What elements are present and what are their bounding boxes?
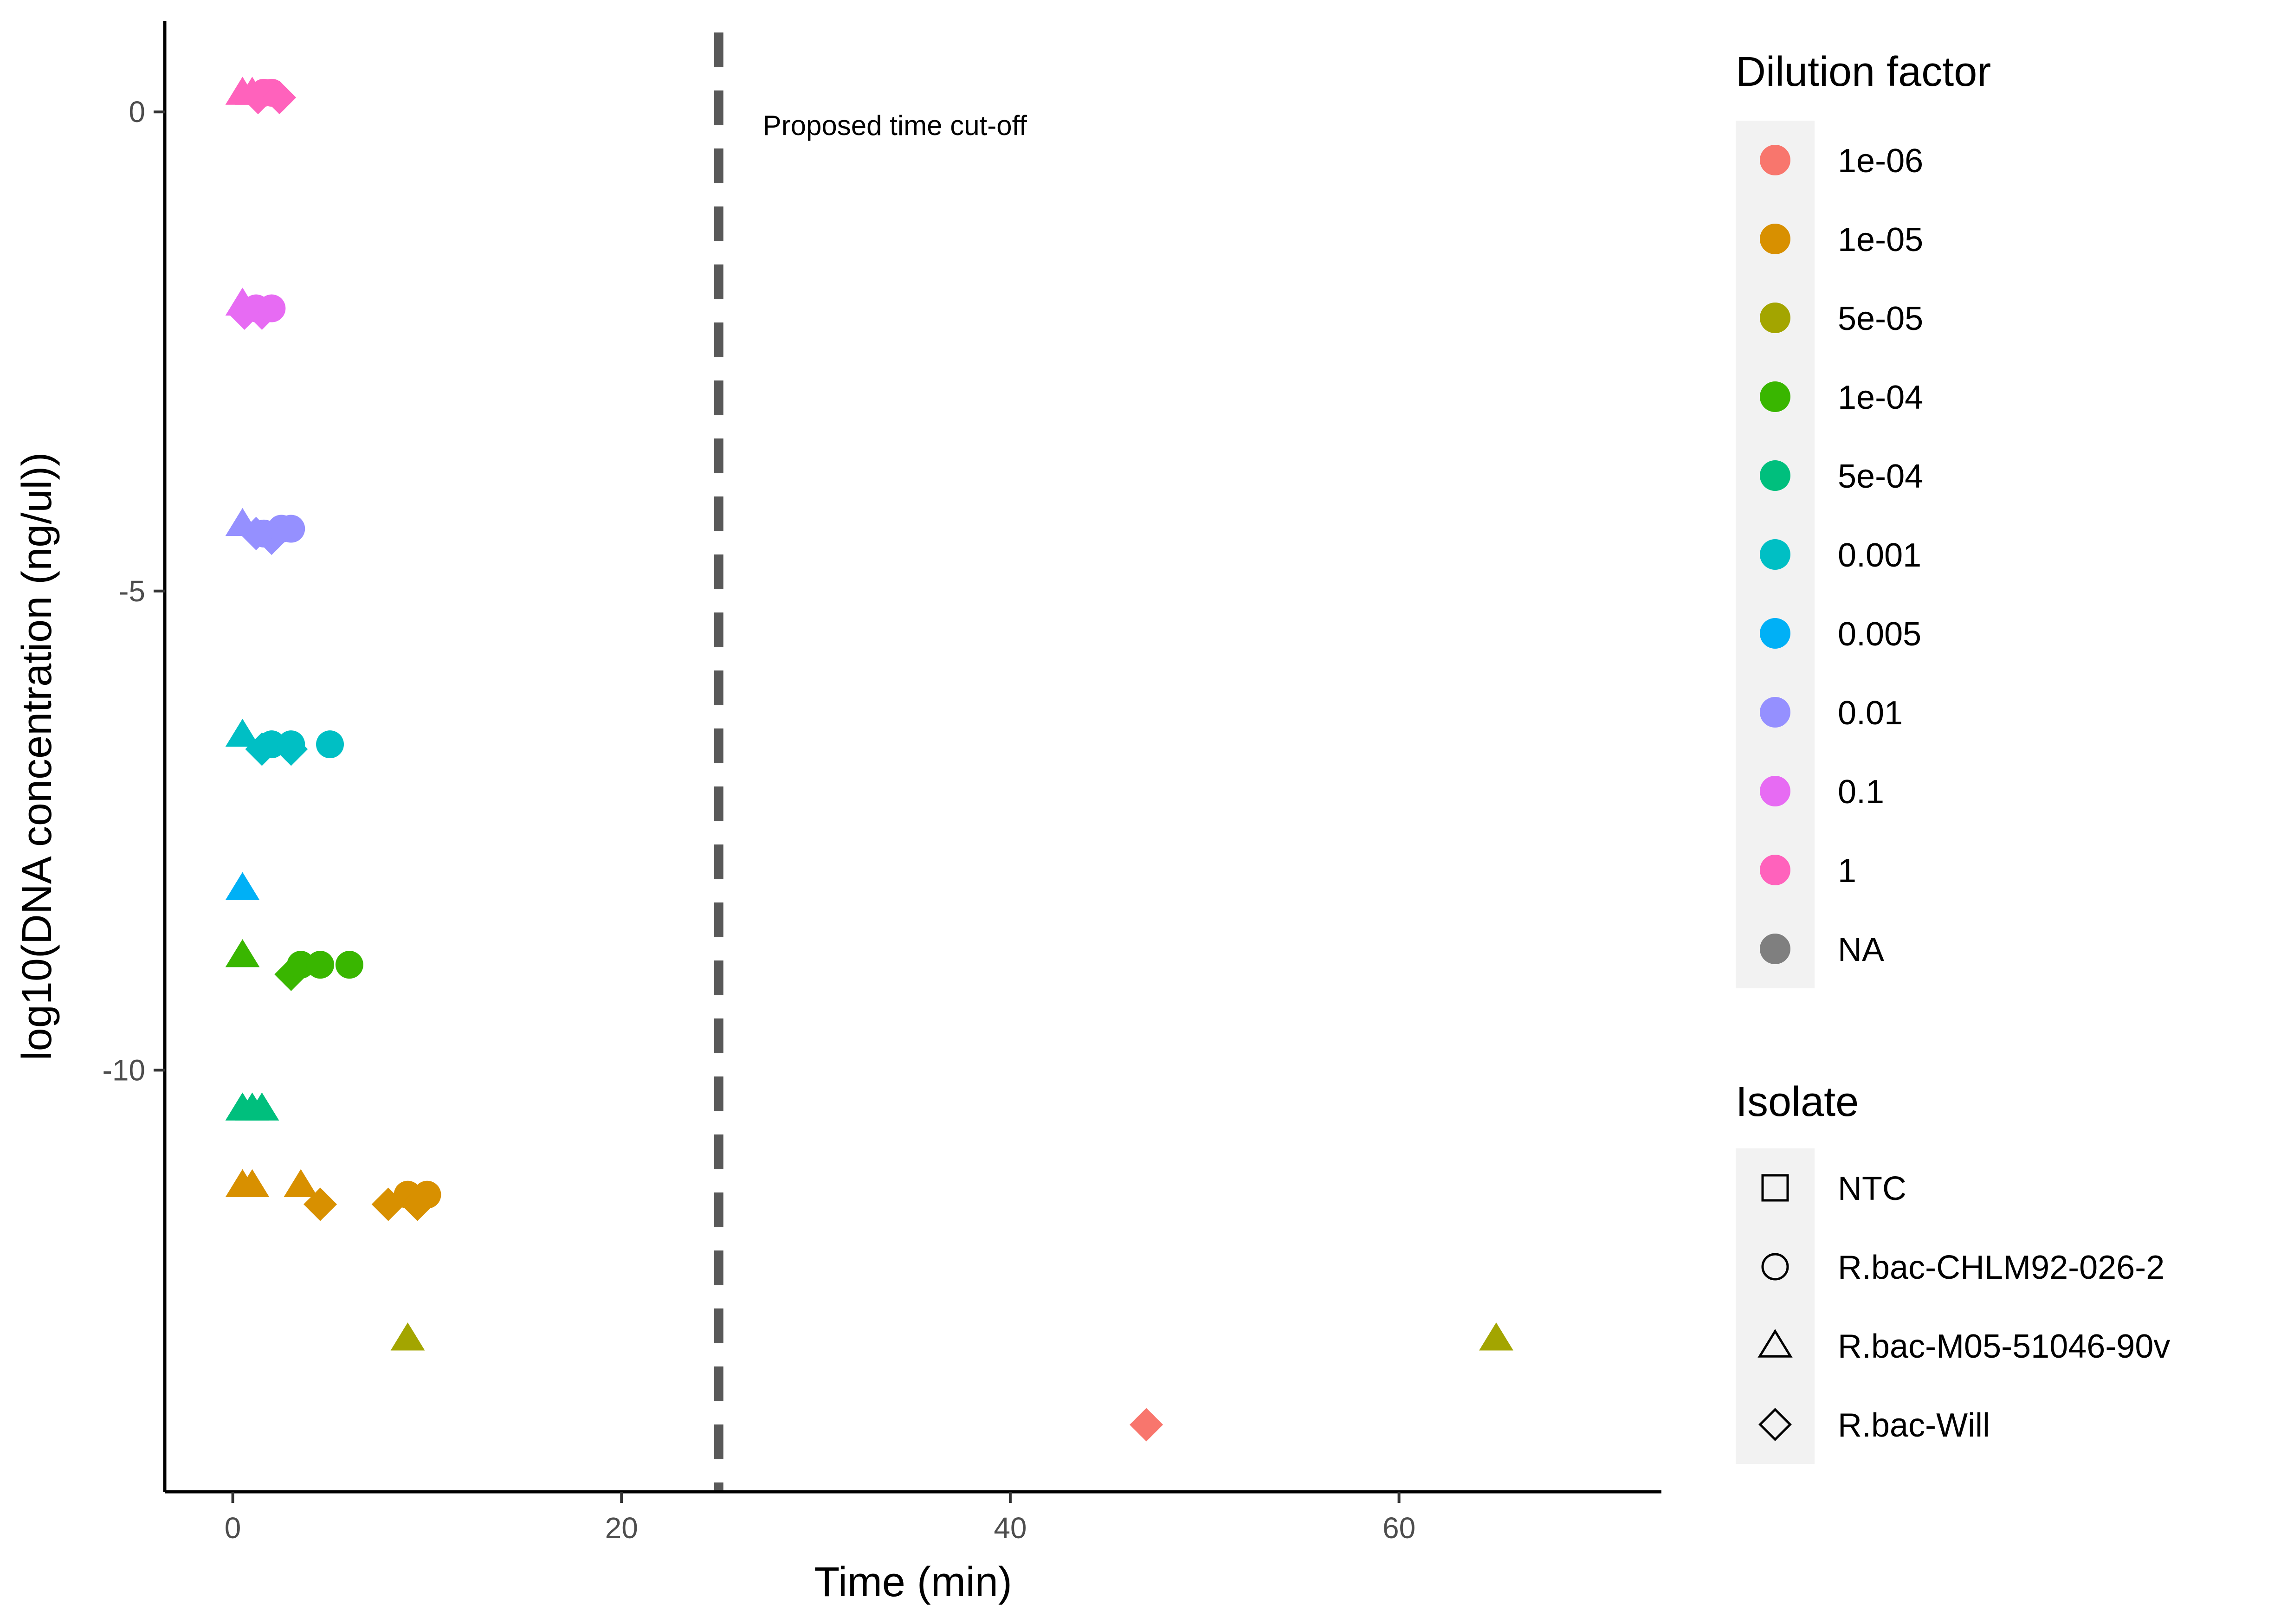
legend-color-swatch bbox=[1760, 381, 1790, 412]
legend-shape-label: NTC bbox=[1838, 1170, 1906, 1207]
legend-color-swatch bbox=[1760, 145, 1790, 175]
legend-color-label: 5e-05 bbox=[1838, 300, 1923, 337]
y-tick-label: -10 bbox=[103, 1053, 146, 1087]
legend-color-swatch bbox=[1760, 697, 1790, 728]
data-point bbox=[284, 1169, 318, 1198]
legend-color-swatch bbox=[1760, 855, 1790, 885]
points-layer bbox=[225, 77, 1513, 1442]
legend-color-label: 0.1 bbox=[1838, 773, 1884, 811]
legend-color-swatch bbox=[1760, 618, 1790, 649]
legend-color-label: 1e-04 bbox=[1838, 379, 1923, 416]
data-point bbox=[316, 730, 344, 759]
legend-shape-swatch bbox=[1757, 1329, 1793, 1358]
data-point bbox=[335, 951, 363, 979]
data-point bbox=[235, 1169, 270, 1198]
shape-legend-key-background bbox=[1736, 1148, 1815, 1464]
data-point bbox=[1479, 1322, 1513, 1351]
y-axis-title: log10(DNA concentration (ng/ul)) bbox=[14, 452, 60, 1061]
y-axis-ticks: 0 -5 -10 bbox=[103, 95, 165, 1087]
data-point bbox=[1130, 1408, 1163, 1442]
legend-color-label: NA bbox=[1838, 931, 1884, 968]
y-tick-label: -5 bbox=[119, 574, 145, 608]
legend-shape-label: R.bac-M05-51046-90v bbox=[1838, 1328, 2170, 1365]
x-tick-label: 20 bbox=[605, 1511, 638, 1545]
legend-shape-swatch bbox=[1758, 1408, 1792, 1441]
legend-color-label: 1e-05 bbox=[1838, 221, 1923, 258]
legend-shape-swatch bbox=[1761, 1174, 1789, 1202]
x-tick-label: 0 bbox=[225, 1511, 241, 1545]
legend-color-label: 1e-06 bbox=[1838, 142, 1923, 180]
data-point bbox=[225, 939, 260, 967]
data-point bbox=[258, 294, 286, 322]
x-tick-label: 40 bbox=[994, 1511, 1027, 1545]
data-point bbox=[413, 1180, 441, 1209]
legend-color-swatch bbox=[1760, 539, 1790, 570]
x-axis-ticks: 0 20 40 60 bbox=[225, 1492, 1415, 1545]
legend-color-label: 0.005 bbox=[1838, 616, 1921, 653]
cutoff-annotation: Proposed time cut-off bbox=[763, 110, 1027, 141]
legend-color-swatch bbox=[1760, 303, 1790, 333]
legend-shape-label: R.bac-CHLM92-026-2 bbox=[1838, 1249, 2164, 1286]
legend-color-label: 1 bbox=[1838, 852, 1856, 889]
legend-color-swatch bbox=[1760, 776, 1790, 806]
data-point bbox=[390, 1322, 425, 1351]
legend: Dilution factor 1e-06 1e-05 5e-05 1e-04 5e-0… bbox=[1736, 49, 2170, 1464]
data-point bbox=[304, 1187, 337, 1221]
legend-color-swatch bbox=[1760, 460, 1790, 491]
data-point bbox=[225, 719, 260, 747]
shape-legend-entries: NTC R.bac-CHLM92-026-2 R.bac-M05-51046-90v… bbox=[1757, 1170, 2170, 1444]
data-point bbox=[225, 872, 260, 900]
legend-shape-label: R.bac-Will bbox=[1838, 1407, 1990, 1444]
data-point bbox=[306, 951, 335, 979]
legend-color-label: 0.01 bbox=[1838, 695, 1903, 732]
data-point bbox=[287, 951, 315, 979]
legend-color-swatch bbox=[1760, 934, 1790, 964]
data-point bbox=[277, 515, 305, 543]
legend-color-label: 0.001 bbox=[1838, 537, 1921, 574]
y-tick-label: 0 bbox=[129, 95, 145, 129]
color-legend-title: Dilution factor bbox=[1736, 49, 1991, 95]
x-axis-title: Time (min) bbox=[814, 1559, 1012, 1605]
color-legend-entries: 1e-06 1e-05 5e-05 1e-04 5e-04 0.001 0.005 0.01 0… bbox=[1760, 142, 1923, 968]
legend-color-swatch bbox=[1760, 224, 1790, 254]
shape-legend-title: Isolate bbox=[1736, 1079, 1859, 1125]
legend-color-label: 5e-04 bbox=[1838, 458, 1923, 495]
legend-shape-swatch bbox=[1761, 1253, 1789, 1281]
x-tick-label: 60 bbox=[1382, 1511, 1415, 1545]
plot-panel: 0 20 40 60 0 -5 -10 Proposed time cut-off bbox=[103, 21, 1661, 1545]
data-point bbox=[277, 730, 305, 759]
data-point bbox=[245, 1092, 279, 1121]
data-point bbox=[263, 81, 297, 115]
